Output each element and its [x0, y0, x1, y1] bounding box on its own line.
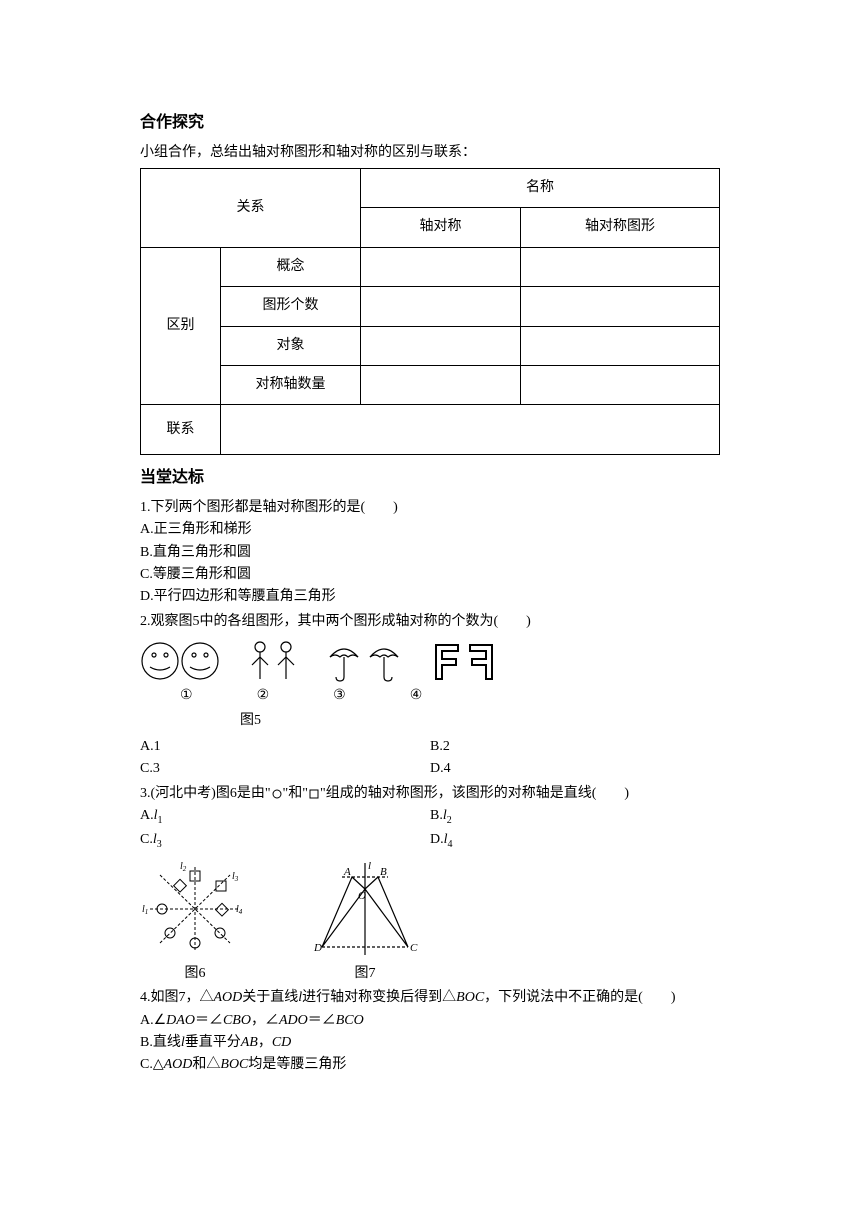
fig7: A B C D O l 图7: [300, 859, 430, 985]
q2-b: B.2: [430, 736, 720, 758]
fig5-g1: [140, 639, 222, 683]
q1-stem: 1.下列两个图形都是轴对称图形的是( ): [140, 497, 720, 519]
fig7-caption: 图7: [300, 963, 430, 985]
umbrellas-icon: [326, 639, 404, 683]
faces-icon: [140, 639, 222, 683]
fig5-g3: [326, 639, 404, 683]
svg-text:l3: l3: [232, 871, 239, 883]
letters-icon: [428, 639, 500, 683]
cell-relation: 关系: [141, 168, 361, 247]
q2-a: A.1: [140, 736, 430, 758]
comparison-table: 关系 名称 轴对称 轴对称图形 区别 概念 图形个数 对象 对称轴数量 联系: [140, 168, 720, 455]
q2-c: C.3: [140, 758, 430, 780]
fig6-svg: l1 l2 l3 l4: [140, 859, 250, 959]
section1-intro: 小组合作，总结出轴对称图形和轴对称的区别与联系：: [140, 142, 720, 164]
section2-title: 当堂达标: [140, 465, 720, 491]
cell-link: 联系: [141, 405, 221, 455]
fig5-row: [140, 639, 720, 683]
q4-c: C.△AOD和△BOC均是等腰三角形: [140, 1054, 720, 1076]
svg-text:B: B: [380, 866, 387, 878]
fig6: l1 l2 l3 l4 图6: [140, 859, 250, 985]
svg-text:l1: l1: [142, 904, 148, 916]
q3-c: C.l3: [140, 829, 430, 853]
cell-r3c2: [521, 326, 720, 365]
fig5-l3: ③: [333, 685, 346, 707]
q3-a: A.l1: [140, 805, 430, 829]
cell-diff: 区别: [141, 247, 221, 405]
cell-col1: 轴对称: [361, 208, 521, 247]
svg-text:l4: l4: [236, 904, 243, 916]
cell-r2: 图形个数: [221, 287, 361, 326]
svg-text:O: O: [358, 890, 366, 902]
cell-link-content: [221, 405, 720, 455]
svg-text:l2: l2: [180, 861, 187, 873]
fig5-g4: [428, 639, 500, 683]
q2-stem: 2.观察图5中的各组图形，其中两个图形成轴对称的个数为( ): [140, 611, 720, 633]
fig5-l1: ①: [180, 685, 193, 707]
cell-r4c1: [361, 365, 521, 404]
cell-r4: 对称轴数量: [221, 365, 361, 404]
section1-title: 合作探究: [140, 110, 720, 136]
q3-d: D.l4: [430, 829, 720, 853]
q3-stem: 3.(河北中考)图6是由" "和" "组成的轴对称图形，该图形的对称轴是直线( ): [140, 783, 720, 805]
fig5-labels: ① ② ③ ④: [140, 685, 720, 707]
cell-name-header: 名称: [361, 168, 720, 207]
q3-b: B.l2: [430, 805, 720, 829]
fig7-svg: A B C D O l: [300, 859, 430, 959]
cell-r4c2: [521, 365, 720, 404]
cell-r1c2: [521, 247, 720, 286]
arrows-icon: [246, 639, 302, 683]
q3-mid: "和": [283, 786, 308, 801]
q1-d: D.平行四边形和等腰直角三角形: [140, 586, 720, 608]
cell-r1c1: [361, 247, 521, 286]
square-icon: [308, 788, 320, 800]
svg-text:C: C: [410, 942, 418, 954]
cell-r1: 概念: [221, 247, 361, 286]
fig5-l4: ④: [410, 685, 423, 707]
q1-a: A.正三角形和梯形: [140, 519, 720, 541]
fig6-caption: 图6: [140, 963, 250, 985]
svg-text:A: A: [343, 866, 351, 878]
fig5-l2: ②: [257, 685, 270, 707]
figs67: l1 l2 l3 l4 图6 A B C D O: [140, 859, 720, 985]
q3-post: "组成的轴对称图形，该图形的对称轴是直线( ): [320, 786, 629, 801]
q4-b: B.直线l垂直平分AB，CD: [140, 1032, 720, 1054]
cell-col2: 轴对称图形: [521, 208, 720, 247]
q4-a: A.∠DAO＝∠CBO，∠ADO＝∠BCO: [140, 1010, 720, 1032]
q2-d: D.4: [430, 758, 720, 780]
cell-r2c1: [361, 287, 521, 326]
cell-r3: 对象: [221, 326, 361, 365]
cell-r3c1: [361, 326, 521, 365]
fig5-g2: [246, 639, 302, 683]
cell-r2c2: [521, 287, 720, 326]
q4-stem: 4.如图7，△AOD关于直线l进行轴对称变换后得到△BOC，下列说法中不正确的是…: [140, 987, 720, 1009]
fig5-caption: 图5: [140, 710, 720, 732]
q1-c: C.等腰三角形和圆: [140, 564, 720, 586]
svg-text:l: l: [368, 860, 371, 872]
q1-b: B.直角三角形和圆: [140, 542, 720, 564]
circle-icon: [271, 788, 283, 800]
svg-text:D: D: [313, 942, 322, 954]
q3-pre: 3.(河北中考)图6是由": [140, 786, 271, 801]
